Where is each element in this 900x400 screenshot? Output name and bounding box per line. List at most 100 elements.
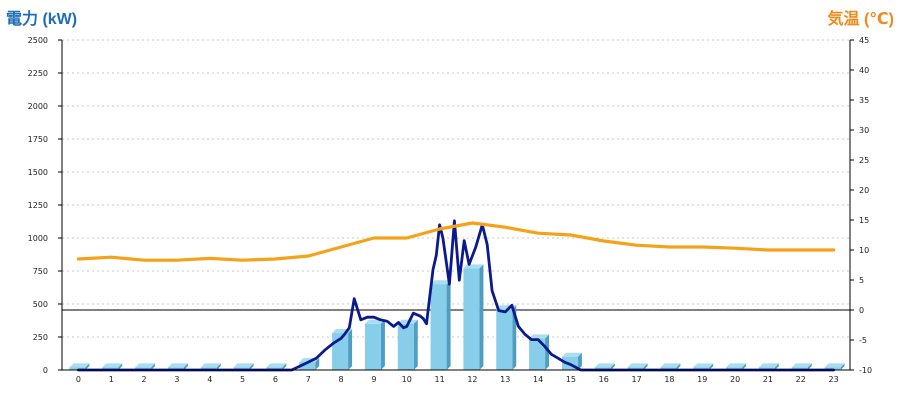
power-bar-side <box>774 363 779 370</box>
power-bar-top <box>135 363 156 368</box>
x-tick-label: 20 <box>730 375 740 384</box>
power-bar-side <box>807 363 812 370</box>
right-tick-label: 35 <box>859 96 869 105</box>
power-bar-side <box>709 363 714 370</box>
power-bar <box>430 280 451 370</box>
power-bar-face <box>299 362 316 370</box>
power-bar <box>397 319 418 370</box>
left-tick-label: 2250 <box>28 69 48 78</box>
power-bar-side <box>348 329 353 370</box>
power-bar-top <box>430 280 451 285</box>
x-tick-label: 10 <box>402 375 412 384</box>
bar-layer <box>69 264 845 370</box>
left-tick-label: 2500 <box>28 36 48 45</box>
power-bar-top <box>726 363 747 368</box>
line-layer <box>76 219 836 372</box>
power-bar-face <box>463 268 480 370</box>
power-bar-top <box>561 352 582 357</box>
power-bar-top <box>167 363 188 368</box>
right-tick-label: 30 <box>859 126 869 135</box>
power-bar-side <box>479 264 484 370</box>
power-bar-top <box>594 363 615 368</box>
right-tick-label: 40 <box>859 66 869 75</box>
power-bar-side <box>742 363 747 370</box>
power-bar-side <box>183 363 188 370</box>
x-tick-label: 7 <box>306 375 311 384</box>
left-axis-title: 電力 (kW) <box>6 11 78 28</box>
power-bar-top <box>102 363 123 368</box>
power-bar-side <box>512 305 517 370</box>
right-axis-title: 気温 (℃) <box>827 11 894 28</box>
power-bar-top <box>266 363 287 368</box>
power-bar-face <box>364 323 381 370</box>
power-bar-face <box>69 367 86 370</box>
left-tick-label: 1500 <box>28 168 48 177</box>
left-tick-label: 750 <box>33 267 48 276</box>
left-tick-label: 2000 <box>28 102 48 111</box>
power-bar-side <box>249 363 254 370</box>
power-bar-side <box>315 358 320 370</box>
power-bar-top <box>824 363 845 368</box>
power-bar <box>463 264 484 370</box>
power-bar-side <box>413 319 418 370</box>
power-bar-top <box>660 363 681 368</box>
power-bar-top <box>758 363 779 368</box>
x-tick-label: 13 <box>500 375 510 384</box>
x-tick-label: 16 <box>599 375 609 384</box>
left-tick-label: 250 <box>33 333 48 342</box>
power-line <box>77 219 835 372</box>
power-bar-face <box>529 338 546 370</box>
power-bar-side <box>282 363 287 370</box>
left-tick-label: 500 <box>33 300 48 309</box>
right-tick-label: 25 <box>859 156 869 165</box>
x-tick-label: 2 <box>142 375 147 384</box>
power-bar-side <box>840 363 845 370</box>
power-bar-side <box>118 363 123 370</box>
x-tick-label: 3 <box>174 375 179 384</box>
x-tick-label: 14 <box>533 375 543 384</box>
power-bar-side <box>577 352 582 370</box>
temperature-line <box>76 221 836 262</box>
left-tick-label: 1250 <box>28 201 48 210</box>
left-tick-label: 1000 <box>28 234 48 243</box>
power-bar-face <box>397 323 414 370</box>
power-bar-side <box>643 363 648 370</box>
power-bar <box>529 334 550 370</box>
x-tick-label: 5 <box>240 375 245 384</box>
power-bar-top <box>233 363 254 368</box>
right-tick-label: 5 <box>859 276 864 285</box>
x-tick-label: 17 <box>631 375 641 384</box>
x-tick-label: 1 <box>109 375 114 384</box>
power-bar-side <box>380 319 385 370</box>
x-tick-label: 12 <box>467 375 477 384</box>
x-tick-label: 19 <box>697 375 707 384</box>
x-tick-label: 0 <box>76 375 81 384</box>
power-bar-top <box>627 363 648 368</box>
right-tick-label: -5 <box>859 336 867 345</box>
x-tick-label: 21 <box>763 375 773 384</box>
left-tick-label: 0 <box>43 366 48 375</box>
right-tick-label: 20 <box>859 186 869 195</box>
right-tick-label: 10 <box>859 246 869 255</box>
right-tick-label: 15 <box>859 216 869 225</box>
right-tick-label: -10 <box>859 366 872 375</box>
x-tick-label: 11 <box>434 375 444 384</box>
x-tick-label: 15 <box>566 375 576 384</box>
x-tick-label: 23 <box>828 375 838 384</box>
right-tick-label: 0 <box>859 306 864 315</box>
power-bar-side <box>85 363 90 370</box>
power-bar-top <box>791 363 812 368</box>
power-bar-side <box>545 334 550 370</box>
left-tick-label: 1750 <box>28 135 48 144</box>
power-bar-side <box>216 363 221 370</box>
power-bar-side <box>610 363 615 370</box>
right-tick-label: 45 <box>859 36 869 45</box>
grid-layer <box>62 39 850 338</box>
power-bar-top <box>69 363 90 368</box>
power-bar-top <box>529 334 550 339</box>
power-bar-top <box>200 363 221 368</box>
power-bar-side <box>676 363 681 370</box>
power-bar <box>69 363 90 370</box>
power-bar-face <box>496 309 513 370</box>
